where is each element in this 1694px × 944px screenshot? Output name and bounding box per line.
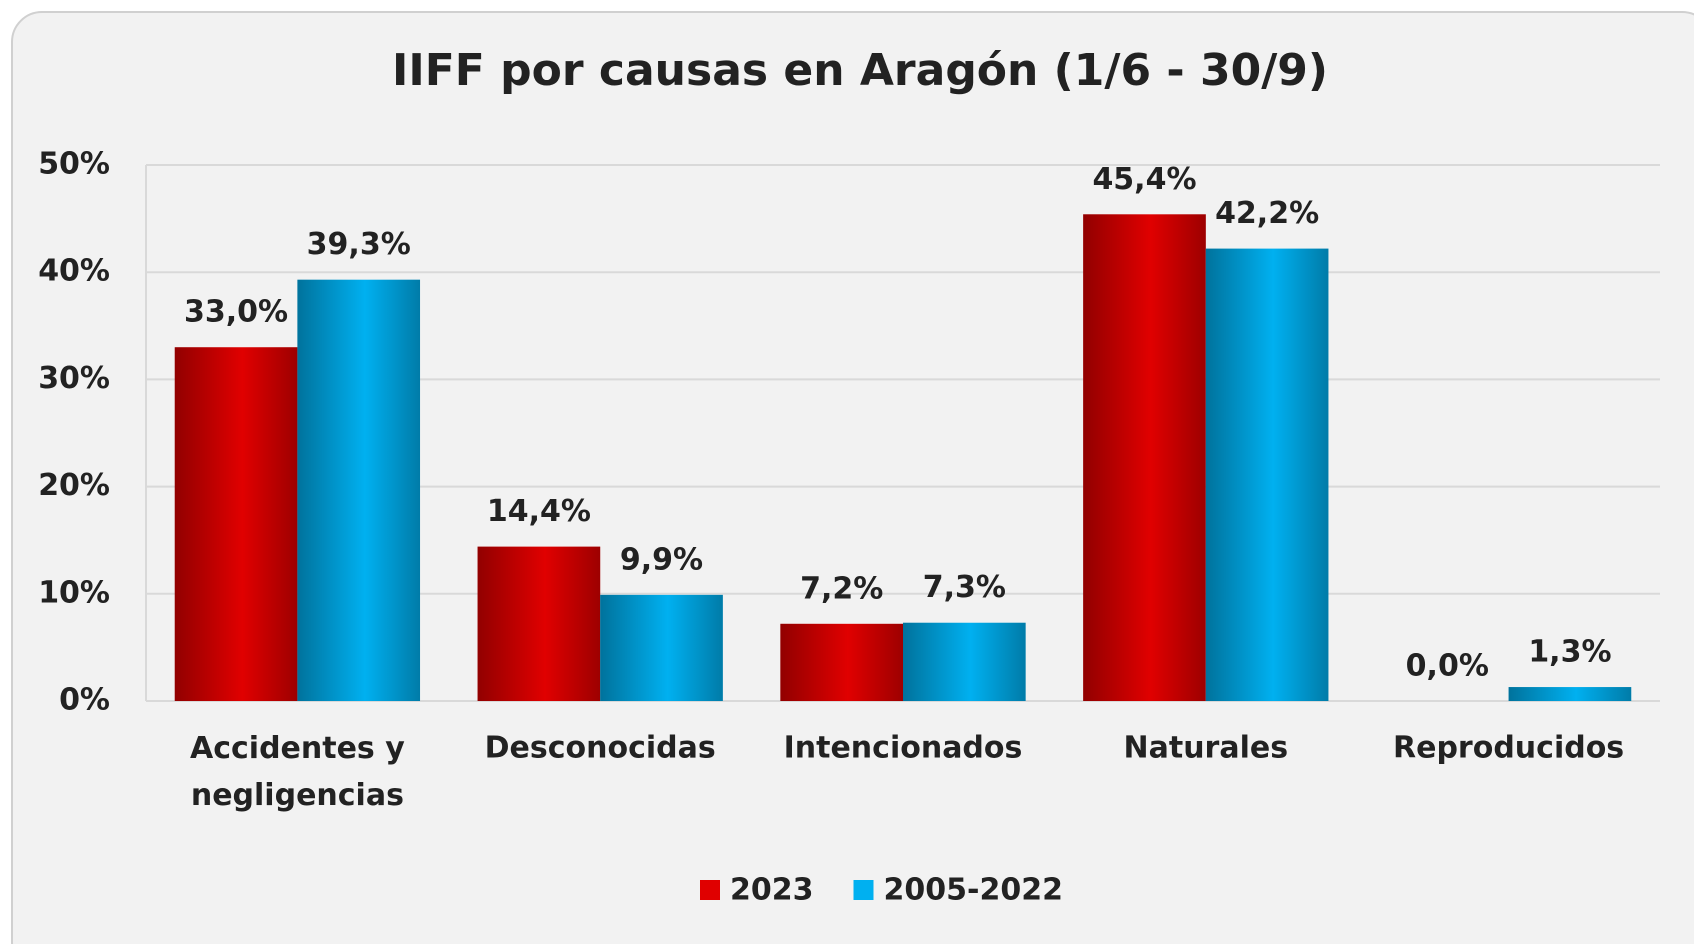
data-label: 39,3%	[307, 227, 411, 262]
bar-shade	[477, 546, 601, 701]
data-label: 1,3%	[1528, 635, 1611, 670]
y-tick-label: 30%	[38, 361, 110, 396]
y-tick-label: 40%	[38, 254, 110, 289]
bar-shade	[780, 623, 903, 701]
bar-shade	[297, 279, 421, 701]
x-tick-label: Reproducidos	[1393, 731, 1624, 766]
x-tick-label: Naturales	[1124, 731, 1289, 766]
data-label: 9,9%	[620, 542, 703, 577]
data-label: 45,4%	[1092, 162, 1196, 197]
legend-label: 2023	[730, 873, 814, 908]
legend-swatch	[853, 880, 874, 900]
data-label: 14,4%	[487, 494, 591, 529]
data-label: 42,2%	[1215, 196, 1319, 231]
legend-label: 2005-2022	[884, 873, 1063, 908]
bar-shade	[1205, 248, 1329, 701]
panel	[11, 11, 1694, 944]
data-label: 0,0%	[1406, 649, 1489, 684]
bar-shade	[174, 347, 298, 701]
x-tick-label: Accidentes y negligencias	[190, 731, 405, 813]
bar-shade	[903, 622, 1026, 701]
x-tick-label: Desconocidas	[485, 731, 716, 766]
y-tick-label: 50%	[38, 147, 110, 182]
bar-shade	[1508, 687, 1632, 701]
chart-title: IIFF por causas en Aragón (1/6 - 30/9)	[392, 45, 1328, 96]
y-tick-label: 10%	[38, 575, 110, 610]
y-tick-label: 0%	[59, 683, 110, 718]
y-tick-label: 20%	[38, 468, 110, 503]
data-label: 33,0%	[184, 295, 288, 330]
data-label: 7,2%	[800, 571, 883, 606]
bar-shade	[1083, 214, 1206, 701]
legend-swatch	[700, 880, 720, 900]
data-label: 7,3%	[923, 570, 1006, 605]
bar-shade	[600, 594, 723, 701]
x-tick-label: Intencionados	[784, 731, 1023, 766]
